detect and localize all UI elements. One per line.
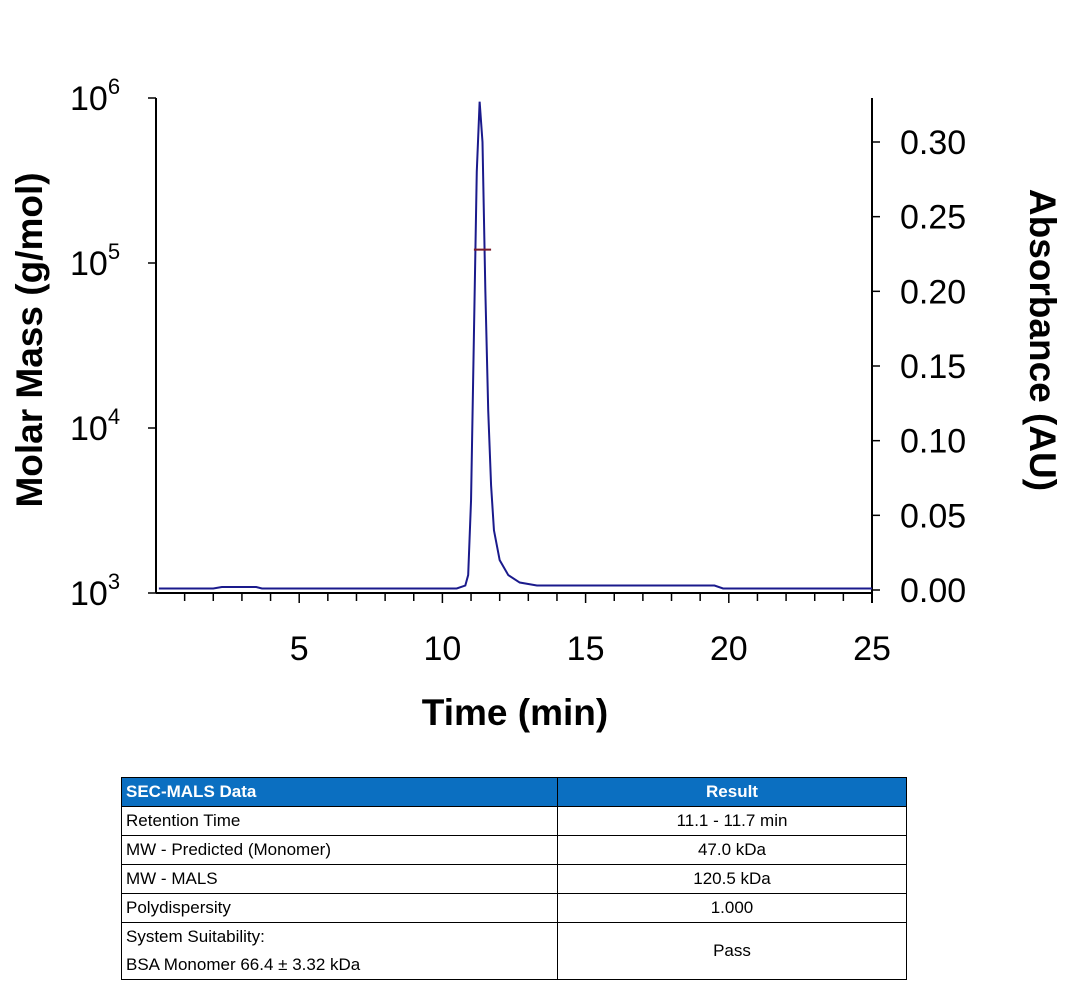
table-cell: Polydispersity <box>121 893 558 923</box>
x-tick-label: 25 <box>853 630 891 668</box>
absorbance-trace <box>158 101 872 590</box>
y-left-tick-label: 103 <box>70 569 120 613</box>
table-row: MW - Predicted (Monomer) 47.0 kDa <box>121 835 907 865</box>
y-right-tick-label: 0.20 <box>900 273 966 311</box>
y-right-tick-label: 0.25 <box>900 199 966 237</box>
table-header: SEC-MALS Data <box>121 777 558 807</box>
table-cell: Pass <box>557 922 907 980</box>
sec-mals-chart: 5 10 15 20 25 103 104 105 106 0.00 0.05 0.10 0.15 0.2… <box>9 74 1063 733</box>
table-cell: 11.1 - 11.7 min <box>557 806 907 836</box>
table-row: MW - MALS 120.5 kDa <box>121 864 907 894</box>
x-tick-label: 20 <box>710 630 748 668</box>
table-header-row: SEC-MALS Data Result <box>121 777 907 807</box>
y-left-tick-label: 105 <box>70 239 120 283</box>
y-axis-left-label: Molar Mass (g/mol) <box>9 172 50 507</box>
y-left-tick-label: 106 <box>70 74 120 118</box>
y-right-tick-label: 0.10 <box>900 423 966 461</box>
x-tick-label: 5 <box>290 630 309 668</box>
y-right-tick-label: 0.30 <box>900 124 966 162</box>
y-left-tick-label: 104 <box>70 404 120 448</box>
x-tick-label: 10 <box>423 630 461 668</box>
y-right-tick-label: 0.15 <box>900 348 966 386</box>
table-cell: System Suitability: BSA Monomer 66.4 ± 3.… <box>121 922 558 980</box>
table-cell: 47.0 kDa <box>557 835 907 865</box>
table-cell: 120.5 kDa <box>557 864 907 894</box>
x-axis-label: Time (min) <box>422 692 608 733</box>
table-row: Polydispersity 1.000 <box>121 893 907 923</box>
cell-line: System Suitability: <box>126 927 265 946</box>
table-row: Retention Time 11.1 - 11.7 min <box>121 806 907 836</box>
y-axis-right-label: Absorbance (AU) <box>1022 189 1063 491</box>
table-cell: 1.000 <box>557 893 907 923</box>
y-right-tick-label: 0.05 <box>900 497 966 535</box>
sec-mals-table: SEC-MALS Data Result Retention Time 11.1 … <box>121 777 907 980</box>
table-cell: Retention Time <box>121 806 558 836</box>
cell-line: BSA Monomer 66.4 ± 3.32 kDa <box>126 955 361 974</box>
axes: 5 10 15 20 25 103 104 105 106 0.00 0.05 0.10 0.15 0.2… <box>70 74 966 668</box>
table-cell: MW - MALS <box>121 864 558 894</box>
table-header: Result <box>557 777 907 807</box>
table-row: System Suitability: BSA Monomer 66.4 ± 3.… <box>121 922 907 980</box>
y-right-tick-label: 0.00 <box>900 572 966 610</box>
table-cell: MW - Predicted (Monomer) <box>121 835 558 865</box>
x-tick-label: 15 <box>567 630 605 668</box>
chart-marks <box>158 101 872 590</box>
